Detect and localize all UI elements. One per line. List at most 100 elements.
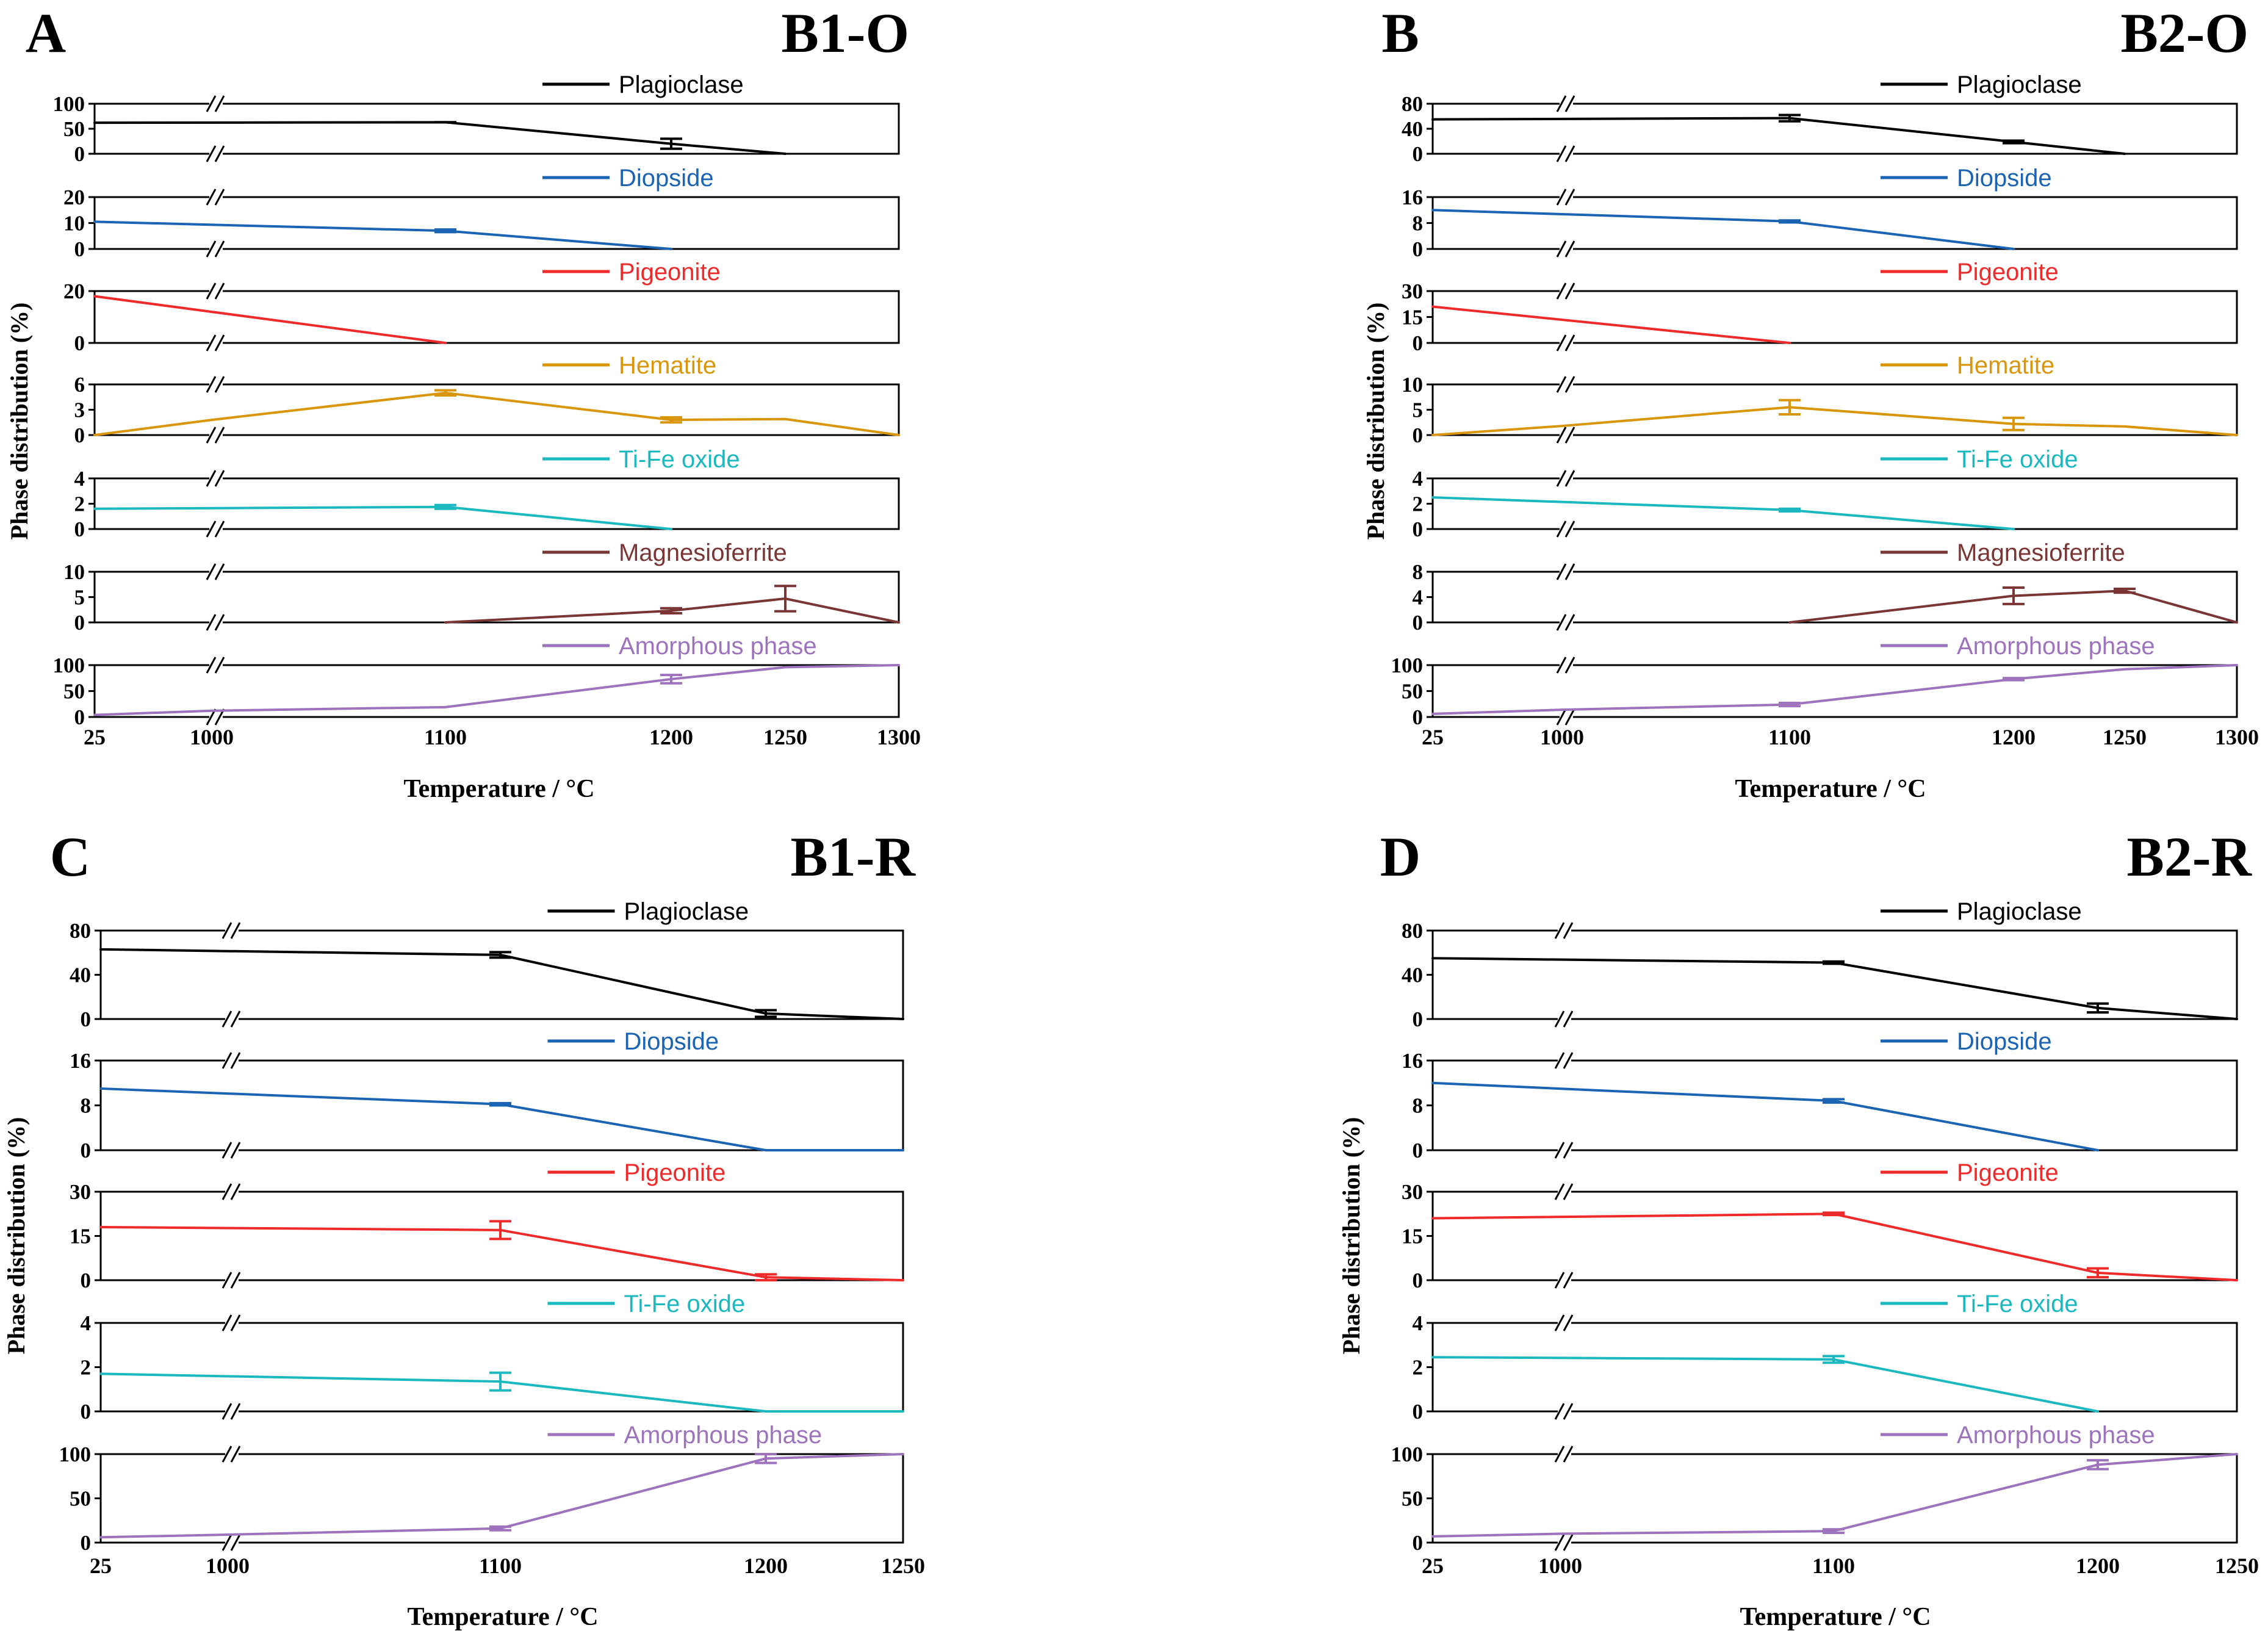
panel-title: B2-R	[2127, 826, 2253, 888]
legend-label: Amorphous phase	[1957, 633, 2155, 660]
y-tick-label: 8	[1413, 1094, 1424, 1118]
y-tick-label: 2	[81, 1356, 92, 1380]
axis-break-mark	[1556, 708, 1567, 726]
data-point	[2236, 621, 2238, 624]
data-point	[93, 713, 96, 716]
error-bar	[489, 1101, 511, 1107]
legend-label: Plagioclase	[1957, 898, 2082, 925]
axis-break-mark	[214, 189, 225, 206]
axis-break-gap	[1558, 1452, 1571, 1457]
axis-break-mark	[206, 145, 217, 162]
y-tick-label: 4	[81, 1311, 92, 1335]
axis-break-mark	[206, 521, 217, 538]
axis-break-mark	[1563, 1183, 1574, 1200]
y-tick-label: 50	[1402, 1487, 1423, 1511]
legend-label: Pigeonite	[1957, 259, 2059, 286]
axis-break-mark	[1556, 470, 1567, 487]
axis-break-gap	[209, 101, 223, 106]
data-line	[1432, 1081, 2098, 1151]
plot-frame	[1431, 103, 2238, 155]
data-line	[1432, 117, 2125, 155]
axis-break-gap	[1560, 340, 1573, 345]
y-tick-label: 0	[81, 1139, 92, 1162]
legend-label: Magnesioferrite	[619, 539, 787, 566]
panel-title: B1-O	[781, 2, 909, 64]
axis-break-mark	[230, 1314, 241, 1331]
y-tick-label: 30	[1402, 279, 1423, 303]
panel-a: A B1-O Phase distribution (%) Temperature /…	[5, 2, 921, 803]
data-line	[100, 1453, 904, 1539]
plot-frame	[1431, 929, 2238, 1020]
y-tick-label: 100	[53, 654, 85, 677]
axis-break-mark	[1564, 657, 1575, 674]
data-point	[99, 1087, 102, 1090]
y-axis-label: Phase distribution (%)	[1362, 303, 1389, 540]
data-point	[1431, 1535, 1434, 1538]
y-tick-label: 10	[63, 560, 85, 584]
axis-break-gap	[1560, 151, 1573, 156]
axis-break-mark	[1563, 1446, 1574, 1463]
axis-break-mark	[1564, 376, 1575, 393]
data-line	[1432, 496, 2014, 530]
axis-break-mark	[206, 470, 217, 487]
y-tick-label: 20	[63, 186, 85, 209]
data-line	[1432, 305, 1790, 344]
axis-break-mark	[1554, 1403, 1565, 1420]
y-tick-label: 4	[1413, 467, 1424, 491]
axis-break-mark	[1554, 1314, 1565, 1331]
legend-label: Diopside	[1957, 1028, 2052, 1055]
axis-break-mark	[230, 922, 241, 939]
plot-frame	[1431, 571, 2238, 624]
data-point	[1788, 342, 1791, 344]
legend-label: Amorphous phase	[624, 1422, 823, 1449]
x-tick-label: 1000	[1538, 1554, 1582, 1578]
y-tick-label: 0	[74, 517, 85, 541]
panel-letter: A	[26, 2, 66, 64]
y-tick-label: 4	[1413, 1311, 1424, 1335]
y-tick-label: 100	[1391, 1443, 1424, 1466]
axis-break-gap	[209, 663, 223, 668]
plot-frame	[99, 1191, 904, 1281]
legend-label: Ti-Fe oxide	[1957, 1291, 2078, 1317]
x-tick-label: 1250	[2215, 1554, 2259, 1578]
y-tick-label: 80	[70, 919, 91, 943]
axis-break-gap	[1558, 1058, 1571, 1063]
data-point	[1561, 425, 1563, 428]
data-line	[94, 391, 899, 436]
axis-break-mark	[1564, 614, 1575, 631]
error-bar	[489, 1525, 511, 1532]
data-point	[99, 948, 102, 951]
axis-break-gap	[1560, 101, 1573, 106]
y-tick-label: 0	[74, 237, 85, 261]
y-tick-label: 4	[1413, 586, 1424, 610]
axis-break-gap	[1558, 1278, 1571, 1283]
y-tick-label: 10	[63, 212, 85, 236]
error-bar	[660, 607, 682, 615]
axis-break-mark	[230, 1183, 241, 1200]
x-tick-label: 25	[1422, 725, 1444, 749]
y-tick-label: 30	[70, 1180, 91, 1204]
data-point	[99, 1372, 102, 1375]
y-tick-label: 16	[70, 1049, 91, 1073]
data-point	[1561, 708, 1563, 711]
axis-break-mark	[1563, 1314, 1574, 1331]
axis-break-gap	[225, 1540, 239, 1545]
data-point	[93, 121, 96, 124]
subplot-plagioclase: 0 40 80 Plagioclase	[1402, 898, 2238, 1031]
data-point	[902, 1279, 904, 1281]
axis-break-mark	[1563, 922, 1574, 939]
data-point	[99, 1226, 102, 1228]
axis-break-mark	[221, 1446, 232, 1463]
error-bar	[2003, 139, 2025, 145]
data-point	[1431, 1356, 1434, 1359]
data-point	[444, 705, 447, 708]
axis-break-mark	[1556, 283, 1567, 300]
y-axis-label: Phase distribution (%)	[2, 1117, 30, 1355]
axis-break-gap	[1558, 1189, 1571, 1194]
axis-break-mark	[221, 1052, 232, 1069]
axis-break-mark	[206, 376, 217, 393]
axis-break-mark	[1564, 95, 1575, 112]
axis-break-mark	[230, 1446, 241, 1463]
